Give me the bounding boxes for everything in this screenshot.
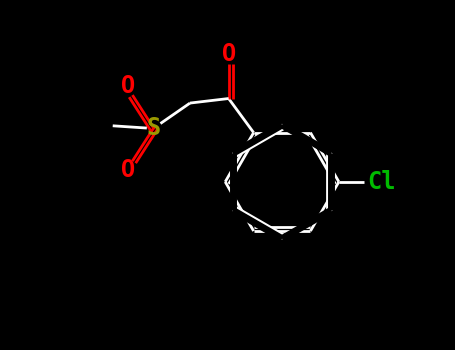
Text: O: O	[222, 42, 236, 66]
Text: Cl: Cl	[367, 170, 395, 194]
Text: S: S	[147, 116, 161, 140]
Text: O: O	[121, 74, 135, 98]
Text: O: O	[121, 158, 135, 182]
